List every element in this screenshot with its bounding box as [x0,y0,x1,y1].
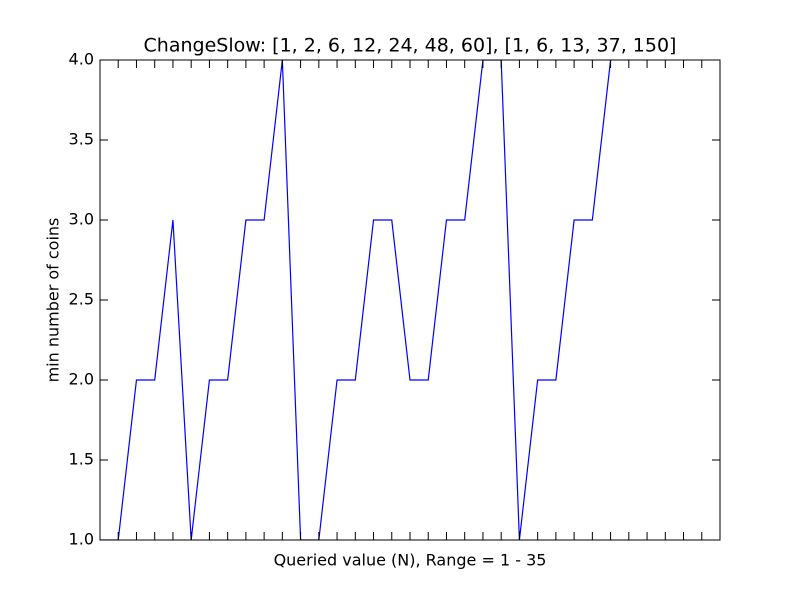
y-tick-label: 3.0 [69,210,94,229]
x-axis-label: Queried value (N), Range = 1 - 35 [274,551,547,570]
y-tick-label: 4.0 [69,50,94,69]
y-tick-label: 1.0 [69,530,94,549]
y-tick-label: 1.5 [69,450,94,469]
chart-title: ChangeSlow: [1, 2, 6, 12, 24, 48, 60], [… [144,35,677,57]
y-tick-label: 3.5 [69,130,94,149]
data-line [100,60,612,540]
y-tick-label: 2.0 [69,370,94,389]
y-tick-label: 2.5 [69,290,94,309]
plot-area [100,60,612,540]
y-axis-label: min number of coins [44,218,63,383]
